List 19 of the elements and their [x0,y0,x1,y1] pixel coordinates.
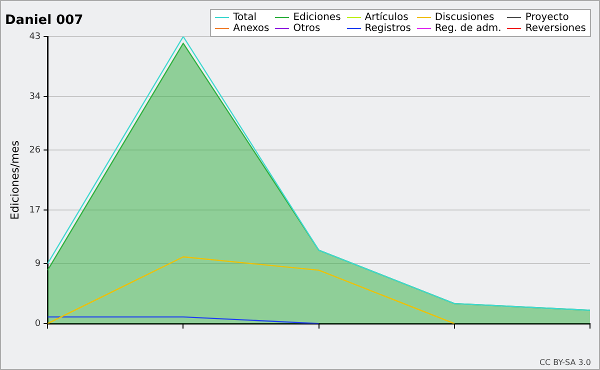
legend-label: Reversiones [525,23,586,34]
legend-label: Ediciones [293,12,341,23]
legend-label: Reg. de adm. [434,23,502,34]
legend-label: Registros [364,23,411,34]
chart-title: Daniel 007 [5,13,84,28]
y-tick-label: 9 [34,258,41,269]
legend-label: Anexos [233,23,270,34]
legend-label: Otros [293,23,320,34]
legend-label: Discusiones [434,12,494,23]
y-tick-label: 0 [34,318,41,329]
legend-label: Total [233,12,256,23]
legend-label: Proyecto [525,12,569,23]
y-tick-label: 34 [29,92,41,102]
y-tick-label: 17 [29,205,41,216]
legend-label: Artículos [364,12,408,23]
y-axis-title: Ediciones/mes [8,140,22,220]
y-tick-label: 26 [29,145,41,156]
text: CC BY-SA 3.0 [539,358,591,367]
y-tick-label: 43 [29,32,41,42]
